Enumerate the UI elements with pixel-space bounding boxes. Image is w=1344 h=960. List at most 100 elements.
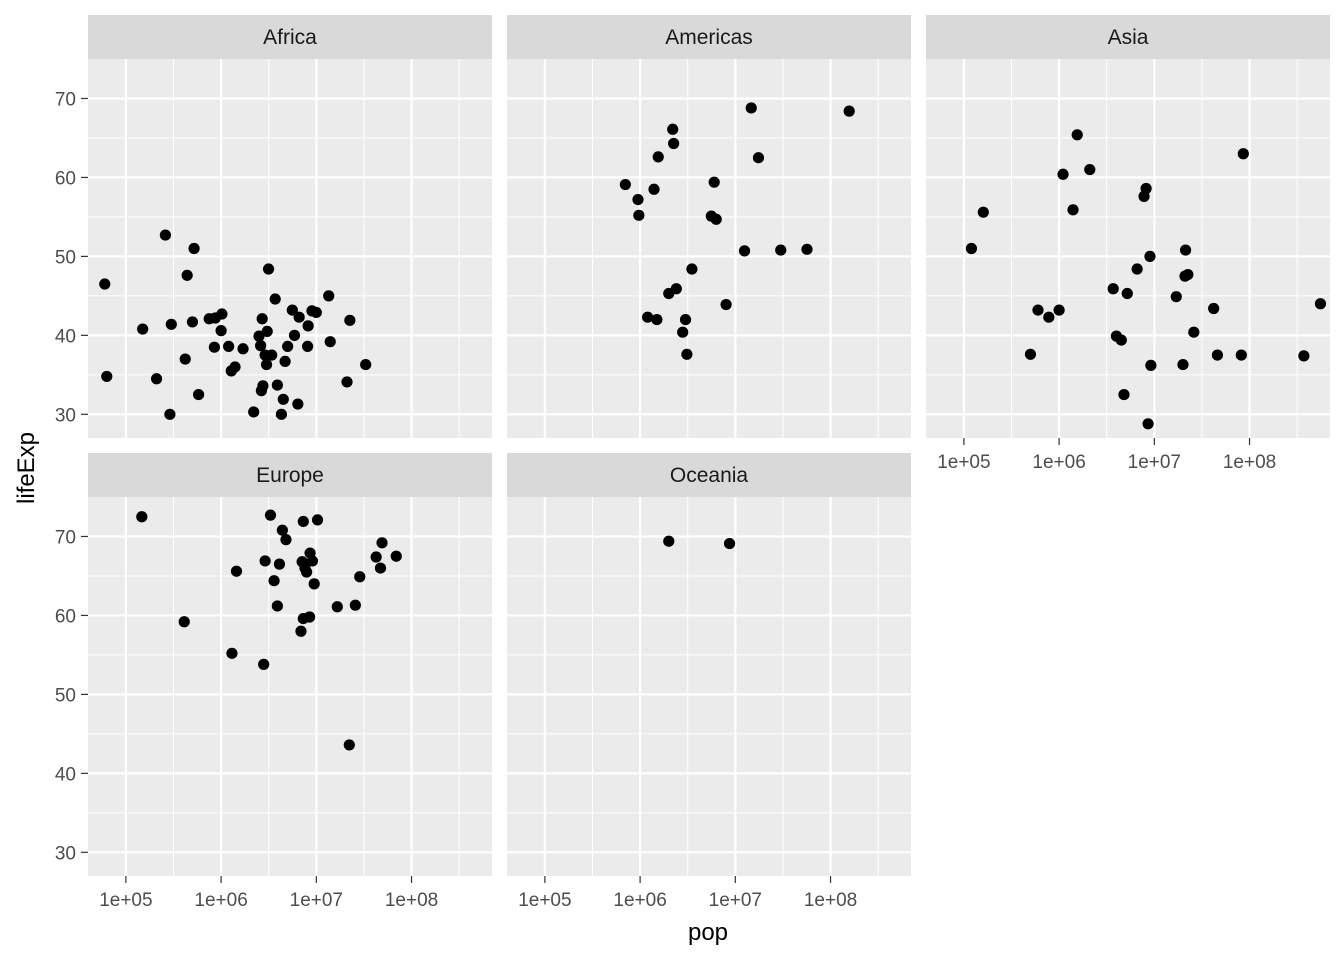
facet-asia: Asia 1e+05 1e+06 1e+07 1e+08 <box>926 15 1330 473</box>
data-point <box>370 551 382 563</box>
data-point <box>1182 268 1194 281</box>
facet-strip <box>507 453 911 497</box>
x-tick-label: 1e+05 <box>99 890 152 911</box>
data-point <box>271 600 283 612</box>
panel-background <box>926 59 1330 438</box>
data-point <box>738 245 751 257</box>
data-point <box>1024 348 1037 360</box>
panel-background <box>88 497 492 876</box>
x-tick-label: 1e+07 <box>1128 452 1181 473</box>
data-point <box>288 329 301 341</box>
data-point <box>1057 168 1069 180</box>
data-point <box>344 314 356 326</box>
data-point <box>280 534 292 546</box>
y-tick-label: 30 <box>55 843 76 864</box>
data-point <box>360 358 372 371</box>
data-point <box>1142 418 1154 430</box>
data-point <box>843 105 855 117</box>
data-point <box>723 537 736 550</box>
gridlines <box>507 497 911 876</box>
data-point <box>159 229 172 241</box>
panel-background <box>507 497 911 876</box>
data-point <box>1170 291 1182 303</box>
y-tick-label: 50 <box>55 685 76 706</box>
y-tick-label: 30 <box>55 405 76 426</box>
data-point <box>1211 349 1224 361</box>
data-point <box>256 313 268 325</box>
x-tick-label: 1e+07 <box>709 890 762 911</box>
data-point <box>259 555 271 567</box>
data-point <box>652 151 664 163</box>
data-point <box>229 361 241 373</box>
y-axis-title: lifeExp <box>13 432 40 504</box>
data-point <box>1131 263 1143 275</box>
facet-strip-label: Europe <box>256 464 324 487</box>
data-point <box>1043 311 1055 323</box>
data-point <box>297 515 309 528</box>
data-point <box>354 571 366 583</box>
data-point <box>150 373 163 385</box>
data-point <box>1145 359 1157 371</box>
data-point <box>208 341 220 353</box>
data-point <box>295 625 307 637</box>
data-point <box>279 355 291 368</box>
data-point <box>775 244 787 256</box>
data-point <box>260 358 273 371</box>
data-point <box>343 739 355 751</box>
data-point <box>710 213 722 225</box>
data-point <box>1235 349 1247 361</box>
x-tick-label: 1e+08 <box>804 890 857 911</box>
y-tick-label: 70 <box>55 89 76 110</box>
gridlines <box>926 59 1330 438</box>
data-point <box>633 209 645 221</box>
data-point <box>1177 358 1189 371</box>
facet-strip-label: Oceania <box>670 464 749 487</box>
data-point <box>686 263 698 275</box>
data-point <box>708 176 720 188</box>
data-point <box>632 193 644 206</box>
data-point <box>1208 302 1220 315</box>
data-point <box>648 183 660 195</box>
data-point <box>1071 129 1083 141</box>
data-point <box>282 340 294 353</box>
data-point <box>670 283 682 295</box>
data-point <box>136 511 148 523</box>
facet-strip <box>88 15 492 59</box>
data-point <box>271 379 283 391</box>
data-point <box>1107 283 1119 295</box>
data-point <box>642 311 654 323</box>
data-point <box>226 647 238 659</box>
data-points <box>619 102 855 360</box>
facet-strip-label: Africa <box>263 26 317 49</box>
data-point <box>1118 388 1130 401</box>
data-point <box>1314 298 1327 310</box>
data-point <box>663 535 675 547</box>
data-point <box>261 325 273 338</box>
y-tick-label: 60 <box>55 168 76 189</box>
data-point <box>215 325 227 337</box>
data-point <box>1237 148 1249 160</box>
data-point <box>300 566 313 578</box>
data-point <box>258 658 270 670</box>
data-point <box>1188 326 1200 338</box>
data-point <box>801 243 813 255</box>
data-point <box>253 330 265 342</box>
data-point <box>752 152 765 164</box>
data-point <box>192 388 205 401</box>
data-point <box>679 313 692 326</box>
data-point <box>651 313 663 326</box>
data-point <box>273 558 286 570</box>
data-point <box>1144 250 1156 262</box>
data-point <box>277 393 289 405</box>
data-point <box>619 178 631 191</box>
facet-strip <box>507 15 911 59</box>
data-point <box>1179 244 1192 256</box>
data-point <box>1298 350 1310 362</box>
data-point <box>376 537 388 549</box>
y-tick-label: 70 <box>55 527 76 548</box>
facet-strip-label: Americas <box>665 26 753 49</box>
data-point <box>179 353 191 365</box>
data-point <box>223 340 235 353</box>
data-point <box>186 316 199 328</box>
